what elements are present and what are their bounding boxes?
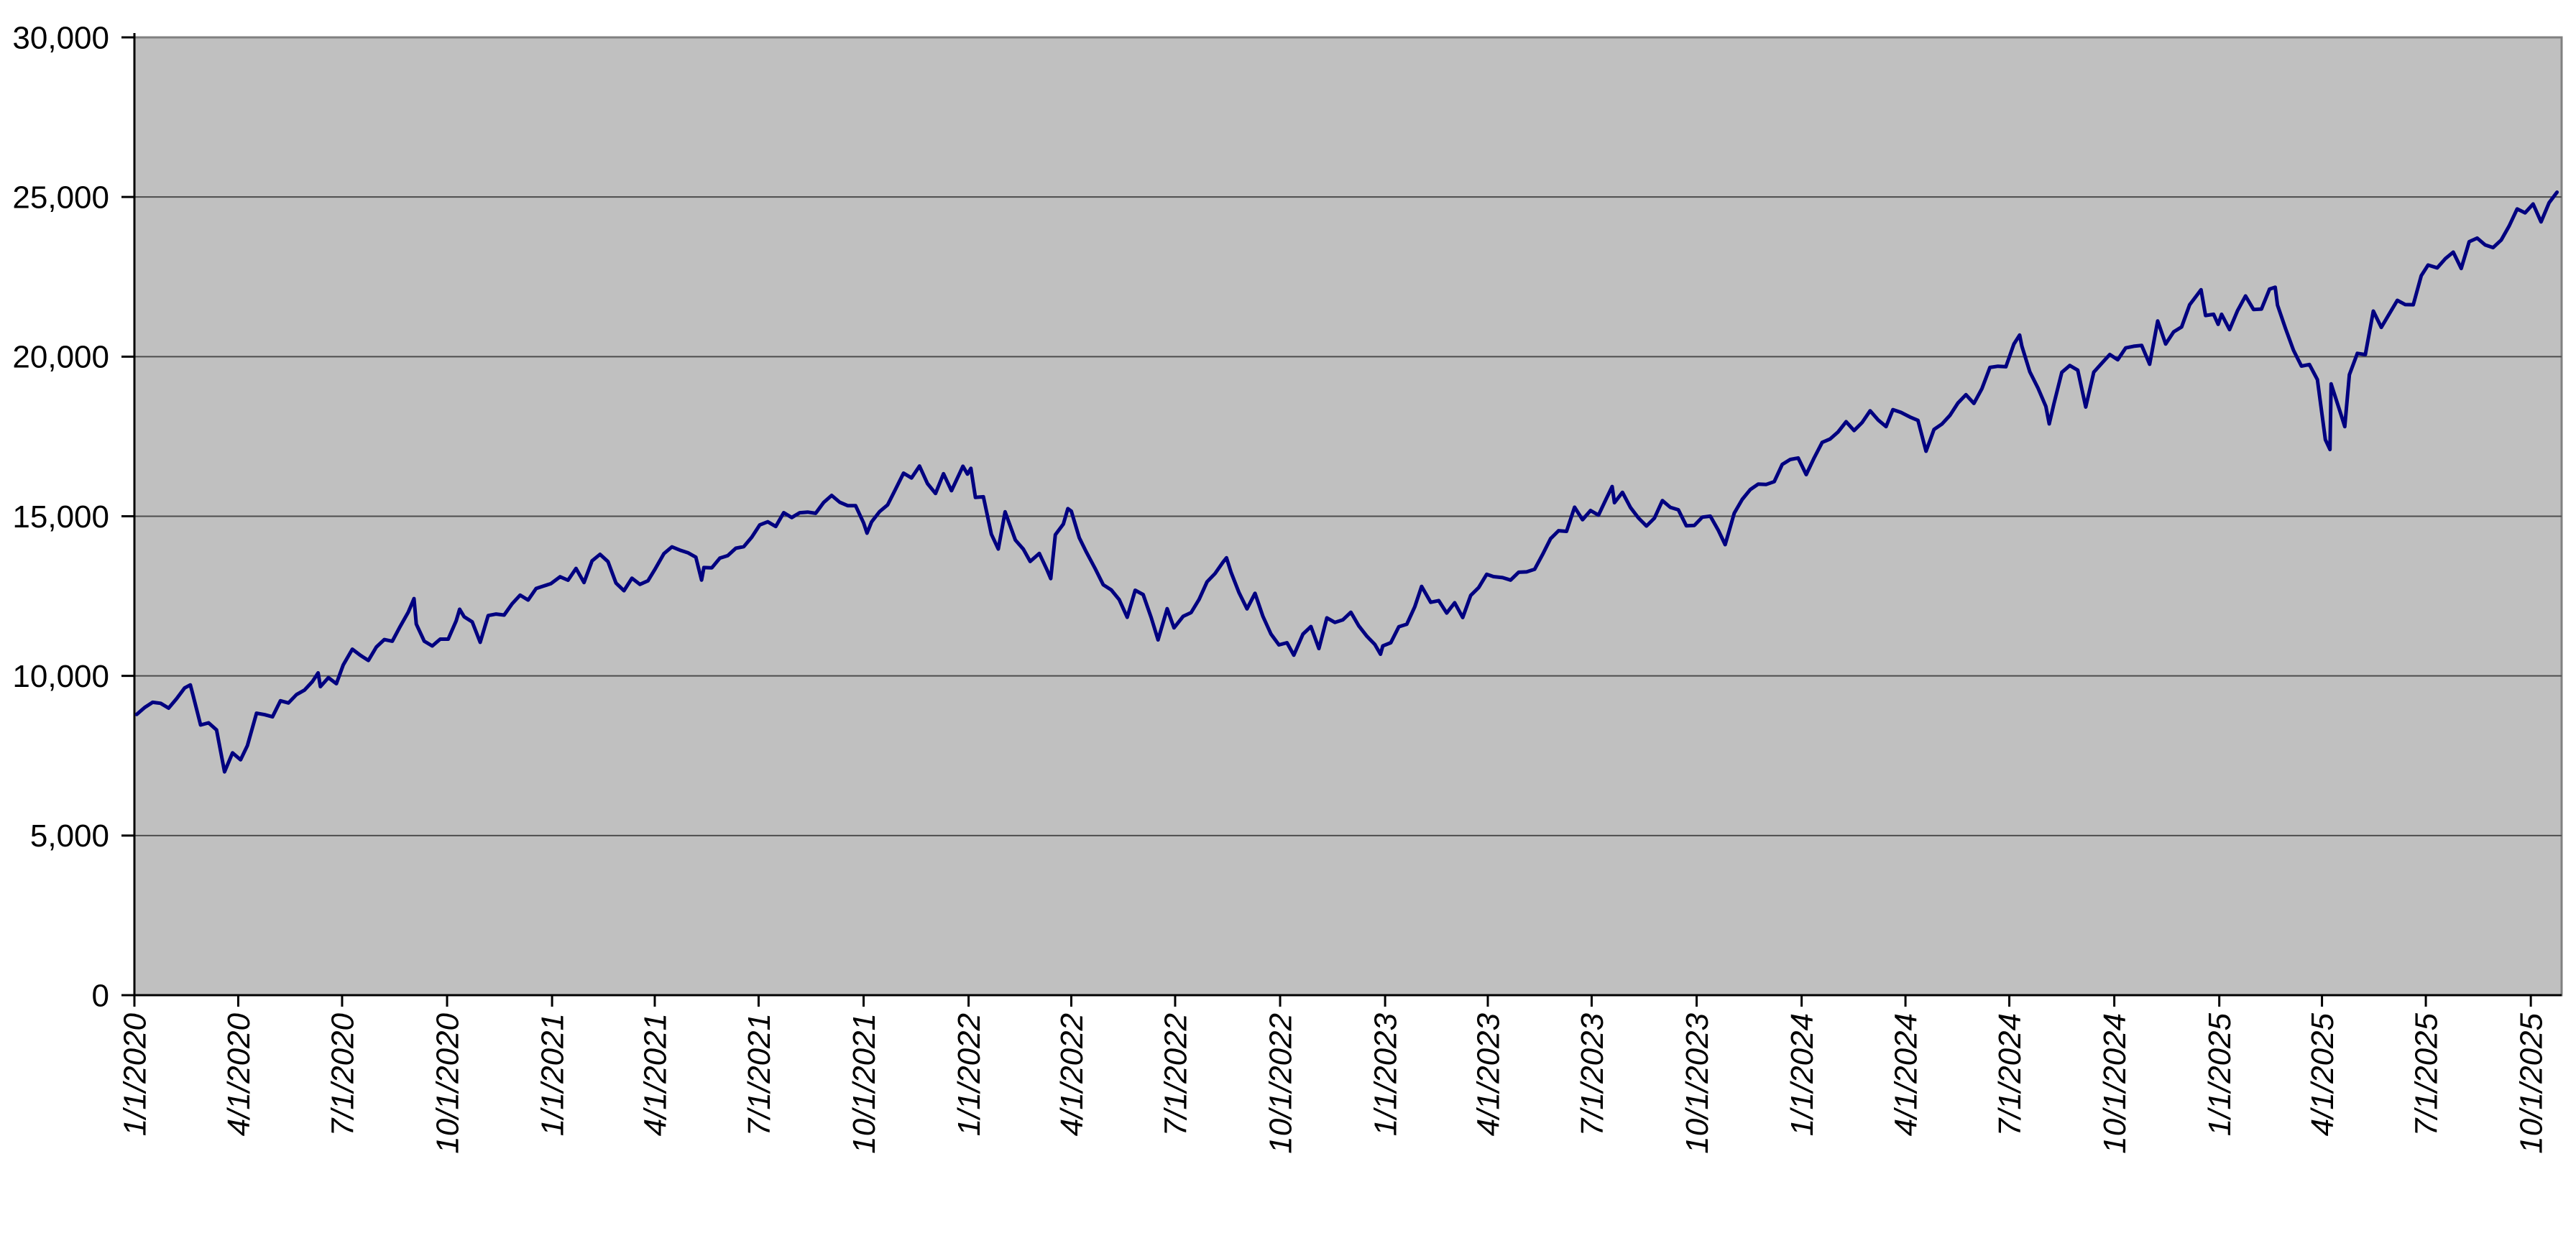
y-axis-tick-label: 20,000 xyxy=(12,340,109,375)
x-axis-tick-label: 7/1/2023 xyxy=(1575,1012,1610,1136)
y-axis-tick-label: 15,000 xyxy=(12,499,109,535)
x-axis-tick-label: 1/1/2021 xyxy=(535,1013,570,1136)
x-axis-tick-label: 7/1/2025 xyxy=(2409,1012,2444,1136)
x-axis-tick-label: 10/1/2020 xyxy=(430,1012,465,1153)
x-axis-tick-label: 1/1/2020 xyxy=(117,1012,152,1136)
data-line-series-1 xyxy=(134,190,2559,774)
y-axis-tick-label: 0 xyxy=(92,978,109,1013)
x-axis-tick-label: 10/1/2021 xyxy=(847,1013,882,1154)
x-axis-tick-label: 10/1/2022 xyxy=(1263,1013,1298,1154)
x-axis-tick-label: 10/1/2025 xyxy=(2514,1012,2549,1153)
x-axis-tick-label: 4/1/2023 xyxy=(1471,1012,1506,1136)
y-axis-tick-label: 30,000 xyxy=(12,20,109,55)
y-axis-tick-label: 5,000 xyxy=(30,818,109,854)
x-axis-tick-label: 1/1/2024 xyxy=(1785,1013,1820,1136)
x-axis-tick-label: 4/1/2024 xyxy=(1888,1013,1923,1136)
y-axis-tick-label: 10,000 xyxy=(12,659,109,694)
x-axis-tick-label: 7/1/2020 xyxy=(325,1012,360,1136)
x-axis-tick-label: 4/1/2022 xyxy=(1054,1013,1090,1136)
x-axis-tick-label: 1/1/2022 xyxy=(952,1013,987,1136)
x-axis-tick-label: 4/1/2025 xyxy=(2305,1012,2340,1136)
x-axis-tick-label: 10/1/2024 xyxy=(2097,1013,2133,1154)
y-axis-tick-label: 25,000 xyxy=(12,180,109,216)
x-axis-tick-label: 1/1/2025 xyxy=(2202,1012,2237,1136)
x-axis-tick-label: 4/1/2020 xyxy=(221,1012,257,1136)
x-axis-tick-label: 1/1/2023 xyxy=(1368,1012,1403,1136)
x-axis-tick-label: 7/1/2022 xyxy=(1158,1013,1193,1136)
x-axis-tick-label: 10/1/2023 xyxy=(1680,1012,1715,1153)
x-axis-tick-label: 4/1/2021 xyxy=(638,1013,673,1136)
x-axis-tick-label: 7/1/2024 xyxy=(1992,1013,2028,1136)
x-axis-tick-label: 7/1/2021 xyxy=(742,1013,777,1136)
